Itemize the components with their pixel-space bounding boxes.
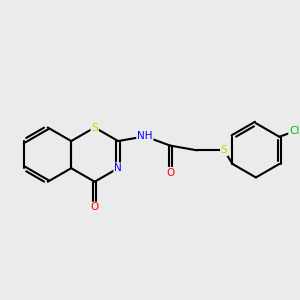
Text: Cl: Cl <box>289 126 299 136</box>
Text: O: O <box>166 168 175 178</box>
Text: NH: NH <box>137 131 153 141</box>
Text: N: N <box>114 163 122 173</box>
Text: S: S <box>221 145 227 155</box>
Text: S: S <box>92 122 98 133</box>
Text: O: O <box>91 202 99 212</box>
